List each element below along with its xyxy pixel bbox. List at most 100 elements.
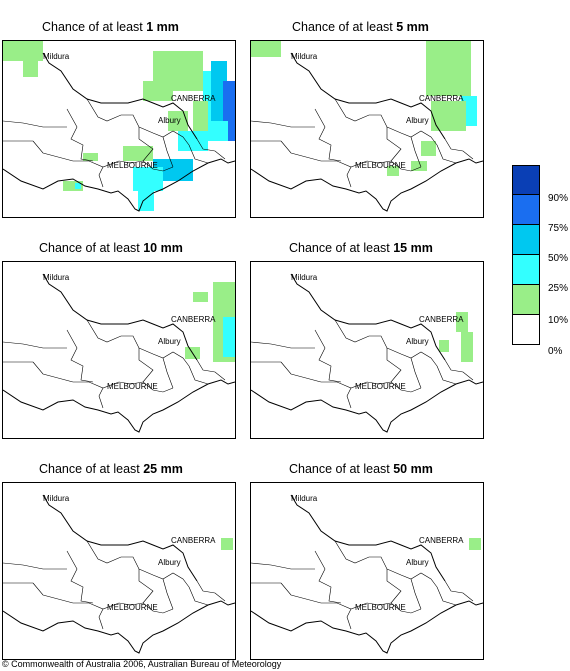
probability-cell: [3, 41, 43, 61]
district-boundary: [196, 359, 226, 381]
map-panel-25mm: Mildura CANBERRA Albury MELBOURNE: [2, 482, 236, 660]
panel-title-10mm: Chance of at least 10 mm: [39, 241, 183, 255]
city-label-melbourne: MELBOURNE: [107, 382, 158, 391]
district-boundary: [162, 136, 174, 168]
probability-cell: [431, 101, 466, 131]
city-label-albury: Albury: [406, 337, 429, 346]
district-boundary: [162, 578, 174, 610]
panel-title-15mm: Chance of at least 15 mm: [289, 241, 433, 255]
district-boundary: [196, 580, 226, 602]
legend-label-25: 25%: [548, 283, 569, 294]
district-boundary: [66, 550, 94, 604]
probability-cell: [168, 111, 188, 131]
district-boundary: [98, 608, 104, 630]
city-label-mildura: Mildura: [43, 494, 70, 503]
district-boundary: [138, 568, 190, 588]
district-boundary: [410, 578, 422, 610]
district-boundary: [138, 569, 154, 604]
probability-cell: [469, 538, 481, 550]
district-boundary: [314, 550, 342, 604]
probability-cell: [461, 332, 473, 362]
state-border: [290, 494, 446, 582]
probability-cell: [63, 181, 83, 191]
legend-swatch-50: [512, 225, 540, 255]
district-boundary: [410, 136, 422, 168]
district-boundary: [196, 138, 226, 160]
probability-cell: [251, 41, 281, 57]
district-boundary: [334, 319, 388, 349]
district-boundary: [334, 540, 388, 570]
probability-cell: [411, 161, 427, 171]
legend-label-75: 75%: [548, 223, 569, 234]
probability-cell: [193, 101, 208, 131]
probability-cell: [178, 131, 208, 151]
district-boundary: [390, 160, 422, 172]
district-boundary: [436, 365, 457, 385]
district-boundary: [251, 341, 315, 349]
district-boundary: [138, 127, 154, 162]
district-boundary: [444, 359, 474, 381]
district-boundary: [386, 347, 438, 367]
legend-swatch-10: [512, 285, 540, 315]
coastline: [251, 379, 483, 433]
probability-cell: [439, 340, 449, 352]
district-boundary: [86, 98, 140, 128]
district-boundary: [410, 357, 422, 389]
legend-label-50: 50%: [548, 253, 569, 264]
district-boundary: [98, 166, 104, 188]
district-boundary: [314, 329, 342, 383]
probability-cell: [123, 146, 153, 161]
city-label-canberra: CANBERRA: [419, 536, 464, 545]
district-boundary: [346, 387, 352, 409]
city-label-mildura: Mildura: [291, 52, 318, 61]
district-boundary: [32, 582, 74, 604]
city-label-canberra: CANBERRA: [171, 315, 216, 324]
city-label-melbourne: MELBOURNE: [355, 161, 406, 170]
map-svg: Mildura CANBERRA Albury MELBOURNE: [251, 494, 483, 654]
district-boundary: [386, 568, 438, 588]
district-boundary: [66, 108, 94, 162]
city-label-mildura: Mildura: [291, 273, 318, 282]
map-panel-5mm: Mildura CANBERRA Albury MELBOURNE: [250, 40, 484, 218]
legend-label-0: 0%: [548, 346, 563, 357]
district-boundary: [280, 361, 322, 383]
map-svg: Mildura CANBERRA Albury MELBOURNE: [3, 494, 235, 654]
district-boundary: [86, 319, 140, 349]
district-boundary: [386, 127, 402, 162]
panel-title-1mm: Chance of at least 1 mm: [42, 20, 179, 34]
district-boundary: [280, 140, 322, 162]
city-label-melbourne: MELBOURNE: [107, 161, 158, 170]
state-border: [42, 52, 198, 140]
city-label-albury: Albury: [406, 116, 429, 125]
district-boundary: [73, 381, 144, 389]
district-boundary: [386, 348, 402, 383]
district-boundary: [346, 166, 352, 188]
district-boundary: [73, 160, 144, 168]
probability-cell: [421, 141, 436, 156]
state-border: [42, 273, 198, 361]
probability-cell: [23, 61, 38, 77]
district-boundary: [436, 586, 457, 606]
district-boundary: [142, 160, 174, 172]
city-label-mildura: Mildura: [43, 52, 70, 61]
district-boundary: [188, 144, 209, 164]
district-boundary: [251, 562, 315, 570]
district-boundary: [436, 144, 457, 164]
probability-cell: [456, 312, 468, 332]
city-label-canberra: CANBERRA: [171, 94, 216, 103]
panel-title-5mm: Chance of at least 5 mm: [292, 20, 429, 34]
legend-label-10: 10%: [548, 315, 569, 326]
probability-cell: [83, 153, 98, 161]
state-border: [290, 273, 446, 361]
city-label-albury: Albury: [406, 558, 429, 567]
coastline: [251, 158, 483, 212]
district-boundary: [3, 341, 67, 349]
state-border: [290, 52, 446, 140]
city-label-albury: Albury: [158, 337, 181, 346]
probability-cell: [133, 167, 163, 191]
panel-title-50mm: Chance of at least 50 mm: [289, 462, 433, 476]
probability-cell: [193, 292, 208, 302]
legend-swatch-25: [512, 255, 540, 285]
district-boundary: [188, 586, 209, 606]
copyright-notice: © Commonwealth of Australia 2006, Austra…: [2, 659, 282, 669]
